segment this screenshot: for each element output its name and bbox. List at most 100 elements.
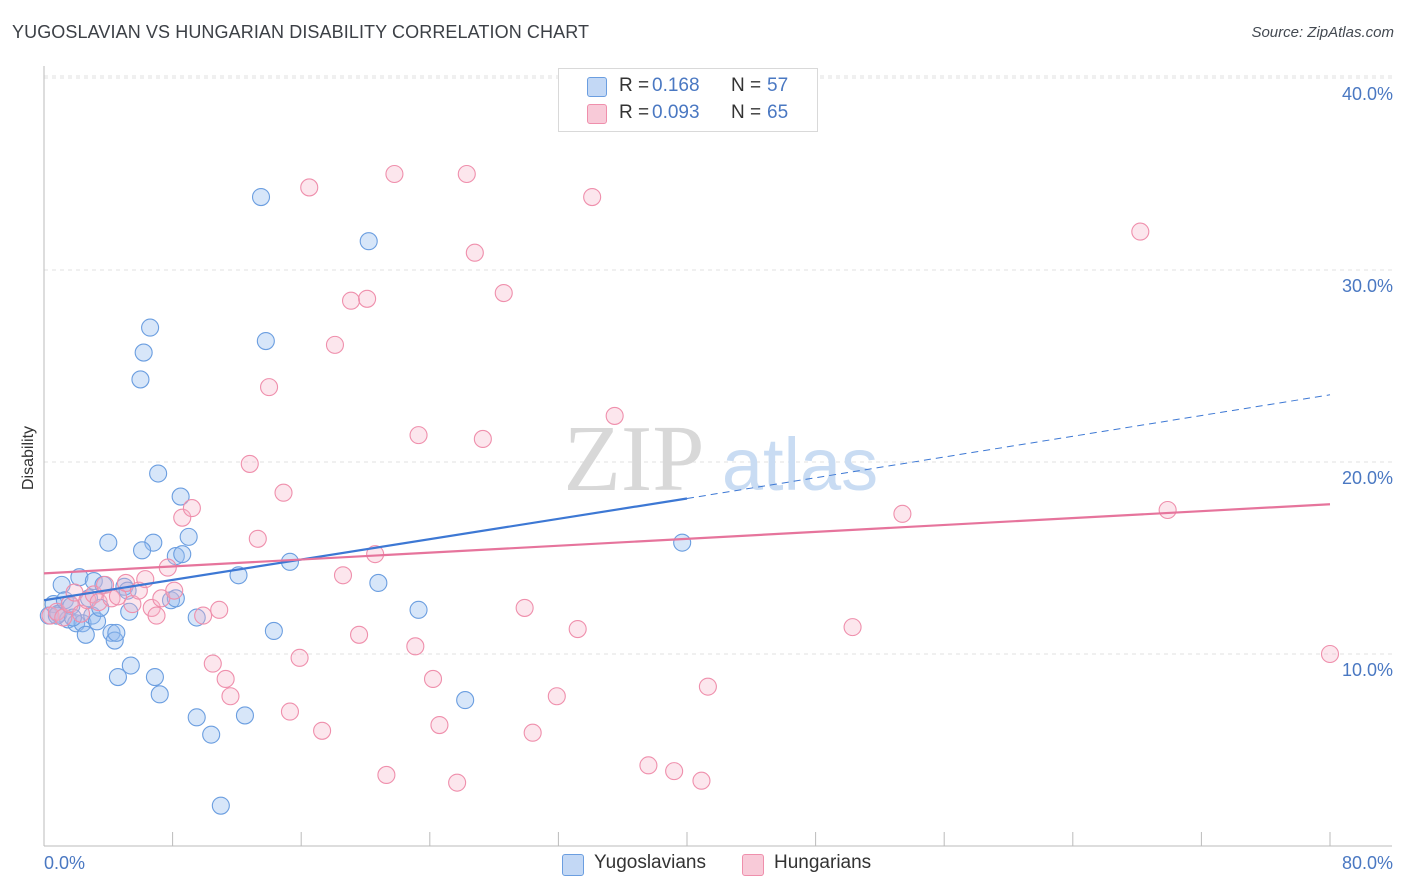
- point-yugoslavian: [409, 600, 428, 619]
- legend-swatch-blue: [587, 77, 607, 97]
- y-tick-label: 30.0%: [1342, 276, 1393, 296]
- point-yugoslavian: [149, 464, 168, 483]
- watermark-zip: ZIP: [564, 407, 705, 511]
- point-yugoslavian: [359, 232, 378, 251]
- point-yugoslavian: [107, 623, 126, 642]
- point-hungarian: [409, 426, 428, 445]
- legend-swatch-pink: [587, 104, 607, 124]
- bottom-legend-label: Yugoslavians: [594, 852, 706, 873]
- point-hungarian: [698, 677, 717, 696]
- axes: [43, 66, 1392, 847]
- bottom-swatch-pink: [742, 854, 764, 876]
- point-hungarian: [165, 581, 184, 600]
- bottom-swatch-blue: [562, 854, 584, 876]
- point-yugoslavian: [73, 614, 92, 633]
- y-tick-label: 10.0%: [1342, 660, 1393, 680]
- point-yugoslavian: [235, 706, 254, 725]
- point-hungarian: [1320, 644, 1340, 664]
- y-tick-label: 40.0%: [1342, 84, 1393, 104]
- point-hungarian: [259, 378, 279, 397]
- point-hungarian: [523, 723, 542, 742]
- tick-labels: 10.0% 20.0% 30.0% 40.0% 0.0% 80.0%: [44, 84, 1393, 873]
- point-hungarian: [333, 566, 353, 585]
- legend-r-value: 0.093: [652, 102, 700, 123]
- point-hungarian: [430, 715, 449, 735]
- point-hungarian: [406, 637, 425, 656]
- point-yugoslavian: [179, 527, 198, 546]
- point-hungarian: [173, 508, 192, 527]
- trend-line-hungarians: [43, 503, 1331, 575]
- point-hungarian: [893, 504, 912, 523]
- legend-n-value: 65: [767, 102, 789, 123]
- point-hungarian: [216, 669, 235, 689]
- point-yugoslavian: [47, 606, 66, 625]
- point-hungarian: [274, 483, 293, 502]
- x-tick-label: 0.0%: [44, 853, 85, 873]
- point-hungarian: [692, 771, 711, 790]
- point-hungarian: [280, 702, 299, 721]
- point-hungarian: [290, 648, 309, 667]
- legend-n-label: N =: [731, 102, 762, 123]
- chart-title: YUGOSLAVIAN VS HUNGARIAN DISABILITY CORR…: [12, 22, 590, 42]
- point-yugoslavian: [131, 370, 150, 389]
- watermark-atlas: atlas: [722, 423, 878, 506]
- point-hungarian: [385, 164, 404, 184]
- x-tick-label: 80.0%: [1342, 853, 1393, 873]
- legend-n-value: 57: [767, 75, 789, 96]
- legend-r-value: 0.168: [652, 75, 700, 96]
- point-yugoslavian: [256, 331, 275, 351]
- point-hungarian: [377, 765, 396, 785]
- trend-line-yugoslavians-extension: [686, 394, 1331, 499]
- point-hungarian: [515, 598, 534, 617]
- point-hungarian: [203, 654, 222, 673]
- point-yugoslavian: [84, 571, 103, 591]
- point-hungarian: [248, 529, 267, 548]
- point-yugoslavian: [99, 533, 118, 552]
- point-hungarian: [473, 429, 492, 449]
- point-yugoslavian: [121, 656, 140, 675]
- point-hungarian: [358, 289, 377, 308]
- point-hungarian: [457, 164, 476, 184]
- point-hungarian: [639, 756, 658, 775]
- point-hungarian: [665, 762, 684, 781]
- point-yugoslavian: [145, 667, 164, 687]
- bottom-legend-label: Hungarians: [774, 852, 872, 873]
- point-hungarian: [194, 606, 213, 625]
- y-axis-label: Disability: [20, 426, 37, 490]
- point-yugoslavian: [202, 725, 221, 744]
- point-hungarian: [605, 406, 624, 425]
- point-hungarian: [494, 283, 513, 303]
- point-hungarian: [568, 619, 587, 639]
- point-hungarian: [240, 454, 259, 473]
- data-points: [39, 164, 1340, 815]
- point-hungarian: [448, 773, 467, 792]
- point-hungarian: [547, 687, 566, 706]
- point-yugoslavian: [108, 667, 127, 687]
- point-yugoslavian: [456, 691, 475, 710]
- point-yugoslavian: [187, 708, 206, 727]
- point-yugoslavian: [171, 487, 190, 506]
- watermark: ZIP atlas: [564, 407, 879, 511]
- point-hungarian: [350, 625, 369, 644]
- point-hungarian: [423, 669, 443, 689]
- trend-lines: [43, 394, 1331, 602]
- point-yugoslavian: [134, 343, 153, 362]
- point-hungarian: [583, 187, 602, 207]
- point-hungarian: [325, 335, 345, 354]
- correlation-legend: R = 0.168 N = 57 R = 0.093 N = 65: [558, 68, 818, 132]
- point-hungarian: [221, 687, 240, 706]
- y-tick-label: 20.0%: [1342, 468, 1393, 488]
- point-yugoslavian: [211, 796, 230, 815]
- point-hungarian: [210, 600, 229, 619]
- point-yugoslavian: [141, 318, 160, 337]
- point-yugoslavian: [150, 685, 169, 704]
- point-yugoslavian: [76, 625, 95, 644]
- point-hungarian: [1158, 500, 1177, 520]
- point-hungarian: [300, 178, 319, 197]
- point-yugoslavian: [187, 608, 206, 627]
- point-hungarian: [147, 606, 166, 625]
- point-yugoslavian: [173, 545, 192, 564]
- legend-r-label: R =: [619, 102, 650, 123]
- point-hungarian: [313, 721, 332, 740]
